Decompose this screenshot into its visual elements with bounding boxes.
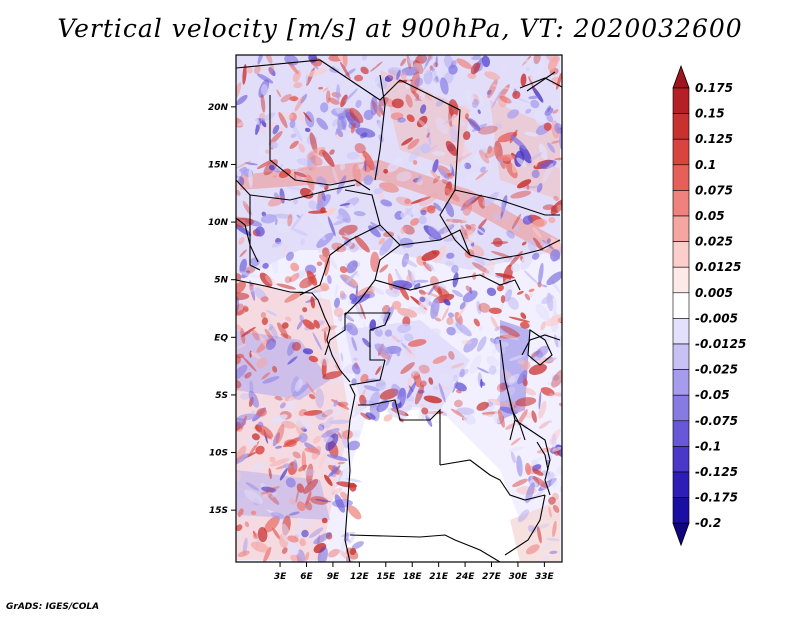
- map-frame: [235, 54, 563, 563]
- colorbar-label: -0.0125: [695, 337, 746, 351]
- x-axis: 3E 6E 9E 12E 15E 18E 21E 24E 27E 30E 33E: [274, 562, 555, 582]
- colorbar-segment: [672, 394, 690, 422]
- colorbar-label: -0.1: [695, 439, 721, 453]
- x-tick-label: 24E: [456, 572, 476, 582]
- y-tick-label: 15S: [209, 506, 228, 516]
- colorbar-label: -0.05: [695, 388, 730, 402]
- colorbar-segment: [672, 446, 690, 473]
- colorbar-segment: [672, 369, 690, 396]
- colorbar-label: -0.175: [695, 491, 738, 505]
- x-tick-label: 6E: [300, 572, 313, 582]
- y-tick-label: 5N: [214, 276, 228, 286]
- colorbar-segment: [672, 471, 690, 498]
- y-axis: 20N 15N 10N 5N EQ 5S 10S 15S: [208, 103, 236, 516]
- colorbar-segment: [672, 522, 690, 547]
- colorbar-label: -0.075: [695, 414, 738, 428]
- colorbar-segment: [672, 241, 690, 268]
- x-tick-label: 15E: [376, 572, 396, 582]
- velocity-field: [236, 55, 562, 562]
- colorbar-label: -0.125: [695, 465, 738, 479]
- colorbar-segment: [672, 113, 690, 140]
- colorbar-label: 0.1: [695, 158, 716, 172]
- colorbar-label: 0.005: [695, 286, 733, 300]
- colorbar-label: 0.075: [695, 183, 733, 197]
- grads-credit: GrADS: IGES/COLA: [6, 602, 100, 612]
- y-tick-label: 10N: [208, 218, 229, 228]
- colorbar-segment: [672, 497, 690, 524]
- colorbar-label: -0.2: [695, 516, 721, 530]
- colorbar-segment: [672, 420, 690, 447]
- x-tick-label: 30E: [509, 572, 529, 582]
- y-tick-label: 20N: [208, 103, 229, 113]
- y-tick-label: 10S: [209, 449, 228, 459]
- y-tick-label: 5S: [215, 391, 228, 401]
- chart-title: Vertical velocity [m/s] at 900hPa, VT: 2…: [57, 14, 743, 43]
- colorbar-segment: [672, 215, 690, 242]
- y-tick-label: 15N: [208, 160, 229, 170]
- x-tick-label: 9E: [327, 572, 340, 582]
- colorbar-segment: [672, 164, 690, 191]
- x-tick-label: 18E: [403, 572, 423, 582]
- colorbar-segment: [672, 292, 690, 319]
- y-tick-label: EQ: [214, 333, 228, 343]
- x-tick-label: 12E: [350, 572, 370, 582]
- colorbar-segment: [672, 318, 690, 345]
- colorbar-label: 0.175: [695, 81, 733, 95]
- country-borders: [236, 59, 562, 562]
- colorbar-segment: [672, 87, 690, 114]
- colorbar-segment: [672, 64, 690, 89]
- colorbar-label: 0.05: [695, 209, 725, 223]
- colorbar-segment: [672, 138, 690, 166]
- colorbar-segment: [672, 190, 690, 217]
- x-tick-label: 3E: [274, 572, 287, 582]
- x-tick-label: 21E: [429, 572, 449, 582]
- colorbar-label: 0.15: [695, 107, 725, 121]
- x-tick-label: 27E: [482, 572, 502, 582]
- x-tick-label: 33E: [535, 572, 555, 582]
- colorbar-segment: [672, 343, 690, 370]
- colorbar-label: 0.0125: [695, 260, 741, 274]
- colorbar: 0.175 0.15 0.125 0.1 0.075 0.05 0.025 0.0125 0.0…: [672, 64, 746, 547]
- field-speckles: [236, 55, 562, 562]
- colorbar-label: 0.125: [695, 132, 733, 146]
- colorbar-label: -0.005: [695, 311, 738, 325]
- colorbar-label: 0.025: [695, 235, 733, 249]
- colorbar-segment: [672, 266, 690, 294]
- colorbar-label: -0.025: [695, 363, 738, 377]
